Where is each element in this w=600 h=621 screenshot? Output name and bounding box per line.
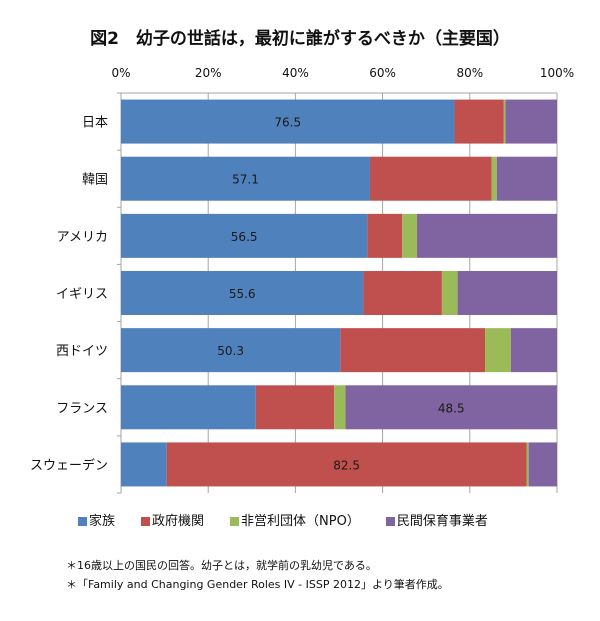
stacked-bar-chart: 0% 20% 40% 60% 80% 100% 日本韓国アメリカイギリス西ドイツフランススウ… [30,66,574,494]
bar-segment [485,328,511,373]
data-label: 82.5 [333,458,360,472]
legend-item: 民間保育事業者 [385,510,488,529]
bar-segment [454,99,504,144]
bar-segment [369,156,492,201]
x-tick-label: 40% [282,66,309,80]
bar-segment [526,442,529,487]
category-label: スウェーデン [30,457,108,473]
bar-segment [121,156,370,201]
legend-swatch [385,517,395,526]
data-label: 76.5 [274,116,301,130]
category-label: イギリス [56,287,108,302]
category-label: 西ドイツ [56,344,108,359]
legend: 家族 政府機関 非営利団体（NPO） 民間保育事業者 [78,510,488,529]
legend-swatch [141,517,151,526]
bar-segment [340,328,486,373]
legend-label: 家族 [89,514,116,529]
bar-segment [345,385,557,430]
bar-segment [402,213,418,258]
bar-segment [121,271,364,315]
legend-label: 民間保育事業者 [396,514,488,529]
legend-swatch [78,517,87,526]
data-label: 48.5 [438,401,465,415]
legend-item: 非営利団体（NPO） [230,510,360,529]
bar-segment [334,385,346,430]
data-label: 57.1 [232,173,259,187]
bar-segment [441,271,458,315]
bar-segment [510,328,557,373]
x-tick-label: 100% [540,66,574,80]
bar-segment [505,99,557,144]
bar-segment [491,156,497,201]
bar-segment [528,442,557,487]
data-label: 50.3 [217,344,244,358]
bar-segment [121,99,455,144]
x-tick-label: 60% [369,66,396,80]
footnote: ＊「Family and Changing Gender Roles IV - … [66,578,449,591]
legend-item: 家族 [78,510,115,529]
bar-segment [503,99,506,144]
bar-segment [417,213,557,258]
bar-segment [121,385,256,430]
category-label: フランス [56,401,108,416]
footnote: ＊16歳以上の国民の回答。幼子とは，就学前の乳幼児である。 [66,559,377,572]
chart-title: 図2 幼子の世話は，最初に誰がするべきか（主要国） [90,29,510,49]
x-tick-label: 20% [195,66,222,80]
legend-label: 非営利団体（NPO） [241,514,360,529]
bar-segment [367,213,403,258]
category-label: 日本 [82,116,108,131]
bar-segment [121,213,368,258]
legend-label: 政府機関 [152,514,205,529]
footnotes: ＊16歳以上の国民の回答。幼子とは，就学前の乳幼児である。 ＊「Family a… [66,556,449,594]
data-label: 55.6 [229,287,256,301]
bar-segment [363,271,442,315]
category-label: アメリカ [57,230,108,245]
bar-segment [457,271,557,315]
category-label: 韓国 [82,173,108,188]
bar-segment [255,385,335,430]
bar-segment [121,328,341,373]
bar-segment [166,442,527,487]
legend-item: 政府機関 [141,510,204,529]
bar-segment [496,156,557,201]
x-tick-label: 0% [111,66,130,80]
legend-swatch [230,517,240,526]
x-tick-label: 80% [456,66,483,80]
data-label: 56.5 [231,230,258,244]
bar-segment [121,442,167,487]
